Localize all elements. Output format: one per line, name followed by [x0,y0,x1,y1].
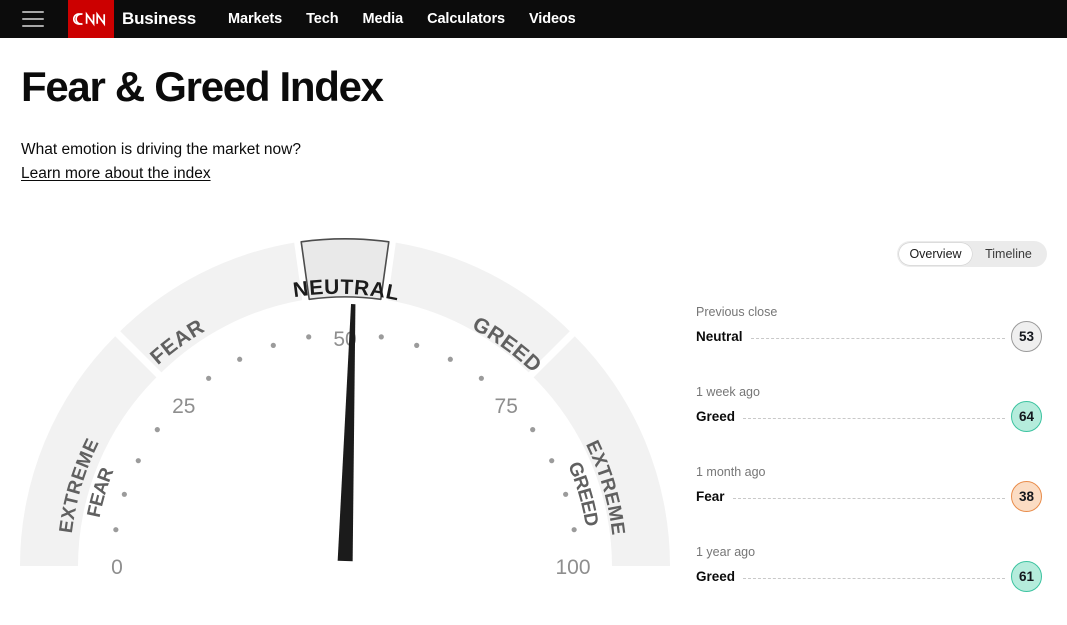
gauge-tick-dot [237,356,243,362]
gauge-segment-fear [120,242,303,373]
learn-more-link[interactable]: Learn more about the index [21,165,211,183]
gauge-tick-dot [530,427,536,433]
tab-overview[interactable]: Overview [899,243,972,265]
fear-greed-gauge: EXTREME FEAR FEAR NEUTRAL GREED EXTREME … [0,195,690,625]
gauge-tick-dot [378,334,384,340]
top-navigation-bar: Business Markets Tech Media Calculators … [0,0,1067,38]
page-subtitle: What emotion is driving the market now? [21,141,301,159]
history-row-badge: 61 [1011,560,1042,592]
gauge-svg: EXTREME FEAR FEAR NEUTRAL GREED EXTREME … [20,238,670,579]
history-row-1-year-ago[interactable]: 1 year ago Greed 61 [696,545,1046,625]
gauge-tick-dot [154,427,160,433]
gauge-segments [20,238,670,566]
leader-line [743,417,1005,419]
history-row-when: 1 month ago [696,465,766,479]
gauge-needle [337,304,356,562]
history-row-label: Greed [696,408,736,424]
nav-link-media[interactable]: Media [362,11,404,27]
history-row-badge: 53 [1011,320,1042,352]
history-row-label: Fear [696,488,725,504]
gauge-tick-label-0: 0 [111,556,123,579]
gauge-tick-label-100: 100 [555,556,590,579]
gauge-tick-dot [306,334,312,340]
history-row-label: Greed [696,568,736,584]
brand-block: Business [68,0,196,38]
history-row-when: Previous close [696,305,778,319]
gauge-segment-extreme-greed [533,336,670,566]
gauge-tick-dot [447,356,453,362]
leader-line [750,337,1005,339]
history-row-previous-close[interactable]: Previous close Neutral 53 [696,305,1046,385]
gauge-needle-blade [337,304,356,562]
gauge-tick-dot [563,491,569,497]
nav-link-calculators[interactable]: Calculators [427,11,505,27]
gauge-tick-dot [571,527,577,533]
gauge-segment-greed [387,242,570,373]
history-list: Previous close Neutral 53 1 week ago Gre… [696,305,1046,625]
gauge-tick-dots [113,334,577,533]
nav-link-tech[interactable]: Tech [306,11,339,27]
gauge-tick-dot [549,458,555,464]
gauge-tick-dot [135,458,141,464]
gauge-tick-label-75: 75 [495,395,518,418]
gauge-tick-dot [478,375,484,381]
brand-label: Business [122,9,196,28]
leader-line [743,577,1005,579]
tab-timeline[interactable]: Timeline [985,247,1032,261]
view-toggle: Overview Timeline [897,241,1047,267]
gauge-tick-dot [270,342,276,348]
gauge-tick-dot [206,375,212,381]
leader-line [732,497,1005,499]
page-header: Fear & Greed Index What emotion is drivi… [0,38,1067,183]
cnn-logo-icon[interactable] [68,0,114,38]
history-row-when: 1 year ago [696,545,756,559]
nav-link-markets[interactable]: Markets [228,11,283,27]
history-row-when: 1 week ago [696,385,760,399]
history-row-label: Neutral [696,328,743,344]
history-row-1-week-ago[interactable]: 1 week ago Greed 64 [696,385,1046,465]
hamburger-menu-icon[interactable] [22,11,44,27]
history-row-1-month-ago[interactable]: 1 month ago Fear 38 [696,465,1046,545]
gauge-tick-label-25: 25 [172,395,195,418]
history-row-badge: 64 [1011,400,1042,432]
history-row-badge: 38 [1011,480,1042,512]
page-title: Fear & Greed Index [21,63,384,110]
gauge-tick-dot [113,527,119,533]
gauge-tick-dot [414,342,420,348]
nav-links: Markets Tech Media Calculators Videos [228,11,576,27]
gauge-segment-extreme-fear [20,336,157,566]
gauge-tick-dot [121,491,127,497]
nav-link-videos[interactable]: Videos [528,11,576,27]
gauge-segment-neutral [300,238,390,301]
